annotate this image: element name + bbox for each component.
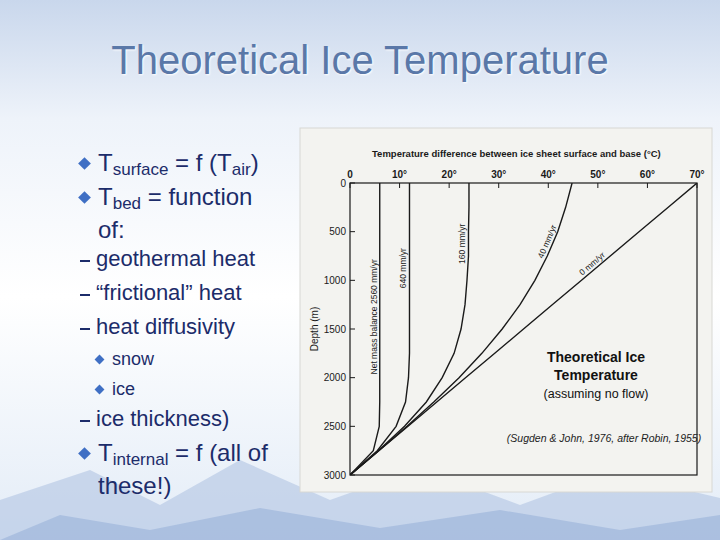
- subscript: air: [232, 160, 251, 179]
- series-line: [350, 183, 380, 475]
- bullet-marker: [80, 420, 90, 422]
- x-tick: [498, 183, 499, 188]
- bullet-item: ice thickness): [96, 404, 229, 434]
- bullet-item: geothermal heat: [96, 244, 255, 274]
- x-tick: [647, 183, 648, 188]
- y-tick-label: 0: [340, 178, 346, 189]
- bullet-item: heat diffusivity: [96, 312, 235, 342]
- series-label: Net mass balance 2560 mm/yr: [369, 259, 379, 374]
- bullet-item: Tsurface = f (Tair): [98, 148, 259, 181]
- x-tick-label: 0: [347, 169, 353, 180]
- y-tick-label: 2000: [324, 372, 347, 383]
- bullet-marker: [78, 191, 91, 204]
- annotation: (assuming no flow): [544, 387, 649, 401]
- text-run: T: [98, 439, 113, 466]
- subscript: bed: [113, 194, 141, 213]
- text-run: ): [251, 149, 259, 176]
- series-label: 640 mm/yr: [398, 248, 408, 288]
- x-tick-label: 30°: [491, 169, 506, 180]
- annotation: Theoretical Ice: [547, 349, 645, 365]
- x-tick-label: 60°: [640, 169, 655, 180]
- subscript: surface: [113, 160, 169, 179]
- y-tick-label: 1500: [324, 324, 347, 335]
- series-line: [350, 183, 409, 475]
- bullet-item: ice: [112, 374, 135, 404]
- series-label: 0 mm/yr: [577, 250, 607, 278]
- text-run: = f (all of: [168, 439, 267, 466]
- y-tick-label: 1000: [324, 275, 347, 286]
- chart-panel: [300, 128, 712, 492]
- bullet-marker: [80, 260, 90, 262]
- x-tick-label: 70°: [689, 169, 704, 180]
- text-run: T: [98, 149, 113, 176]
- x-tick: [597, 183, 598, 188]
- x-tick: [399, 183, 400, 188]
- x-axis-title: Temperature difference between ice sheet…: [372, 148, 661, 159]
- y-tick-label: 2500: [324, 421, 347, 432]
- y-tick: [350, 183, 355, 184]
- y-tick: [350, 280, 355, 281]
- bullet-item: Tinternal = f (all of these!): [98, 438, 268, 501]
- x-tick-label: 20°: [442, 169, 457, 180]
- x-tick: [449, 183, 450, 188]
- y-tick: [350, 231, 355, 232]
- y-tick: [350, 329, 355, 330]
- slide-title: Theoretical Ice Temperature: [0, 38, 720, 83]
- text-run: = f (T: [168, 149, 231, 176]
- x-tick-label: 10°: [392, 169, 407, 180]
- text-run: T: [98, 183, 113, 210]
- y-tick-label: 500: [329, 226, 346, 237]
- y-axis-title: Depth (m): [309, 307, 320, 351]
- mountains-front: [0, 508, 720, 540]
- annotation: Temperature: [554, 367, 638, 383]
- source: (Sugden & John, 1976, after Robin, 1955): [507, 432, 701, 444]
- bullet-marker: [78, 447, 91, 460]
- bullet-marker: [95, 385, 105, 395]
- x-tick: [350, 183, 351, 188]
- y-tick: [350, 377, 355, 378]
- x-tick: [548, 183, 549, 188]
- series-label: 40 mm/yr: [535, 223, 558, 260]
- series-label: 160 mm/yr: [457, 224, 467, 264]
- bullet-item: “frictional” heat: [96, 278, 242, 308]
- text-run: these!): [98, 472, 171, 499]
- subscript: internal: [113, 450, 169, 469]
- bullet-item: snow: [112, 344, 154, 374]
- x-tick-label: 40°: [541, 169, 556, 180]
- bullet-marker: [80, 294, 90, 296]
- bullet-marker: [95, 355, 105, 365]
- y-tick: [350, 426, 355, 427]
- bullet-marker: [80, 328, 90, 330]
- text-run: = function: [141, 183, 252, 210]
- text-run: of:: [98, 216, 125, 243]
- x-tick-label: 50°: [590, 169, 605, 180]
- bullet-item: Tbed = function of:: [98, 182, 252, 245]
- series-line: [350, 183, 469, 475]
- y-tick-label: 3000: [324, 470, 347, 481]
- bullet-marker: [78, 157, 91, 170]
